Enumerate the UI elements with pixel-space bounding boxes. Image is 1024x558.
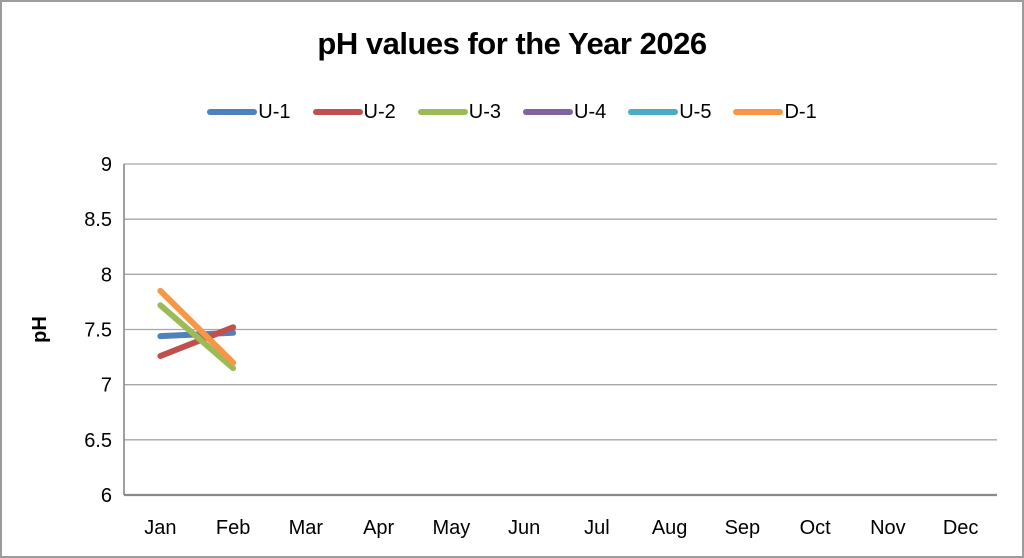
y-tick-label-8: 8 [101,264,112,286]
legend-item-u-5: U-5 [628,102,711,122]
y-tick-label-7: 7 [101,375,112,397]
y-tick-label-8.5: 8.5 [84,209,112,231]
legend-item-d-1: D-1 [733,101,817,123]
x-tick-label-feb: Feb [216,517,250,539]
legend-swatch-u-2 [312,109,363,115]
x-tick-label-apr: Apr [363,517,394,539]
legend-item-u-4: U-4 [523,102,606,122]
x-tick-label-dec: Dec [943,517,979,539]
legend-label: D-1 [784,101,817,123]
series-line-u-3 [157,302,237,372]
legend-item-u-2: U-2 [312,101,396,123]
legend-swatch-u-5 [628,109,679,115]
x-tick-label-sep: Sep [725,517,761,539]
legend-swatch-u-3 [417,109,468,115]
legend-swatch-u-1 [207,109,258,115]
y-tick-label-6.5: 6.5 [84,430,112,452]
y-axis-title: pH [29,316,51,343]
legend-item-u-1: U-1 [207,101,291,123]
legend-swatch-u-4 [523,109,573,115]
legend-item-u-3: U-3 [417,101,501,123]
x-tick-label-jun: Jun [508,517,540,539]
y-tick-label-7.5: 7.5 [84,320,112,342]
chart-title: pH values for the Year 2026 [317,26,707,61]
plot-area: 9 8.5 8 7.5 7 6.5 6 Jan Feb Mar Apr May Jun Jul Aug Sep… [29,154,997,539]
legend-label: U-5 [679,101,712,123]
series-line-d-1 [157,287,237,366]
x-tick-label-nov: Nov [870,517,906,539]
legend-label: U-4 [574,101,607,123]
legend-label: U-3 [468,101,501,123]
x-tick-label-aug: Aug [652,517,688,539]
x-tick-label-mar: Mar [289,517,324,539]
series-line-u-2 [157,324,237,359]
legend-label: U-1 [258,101,291,123]
x-tick-label-may: May [432,517,470,539]
chart-legend: U-1 U-2 U-3 U-4 U-5 D-1 [2,102,1022,122]
x-tick-label-jul: Jul [584,517,610,539]
y-tick-label-6: 6 [101,485,112,507]
legend-swatch-d-1 [733,109,784,115]
x-tick-label-jan: Jan [144,517,176,539]
y-tick-label-9: 9 [101,154,112,176]
x-tick-label-oct: Oct [800,517,832,539]
legend-label: U-2 [363,101,396,123]
